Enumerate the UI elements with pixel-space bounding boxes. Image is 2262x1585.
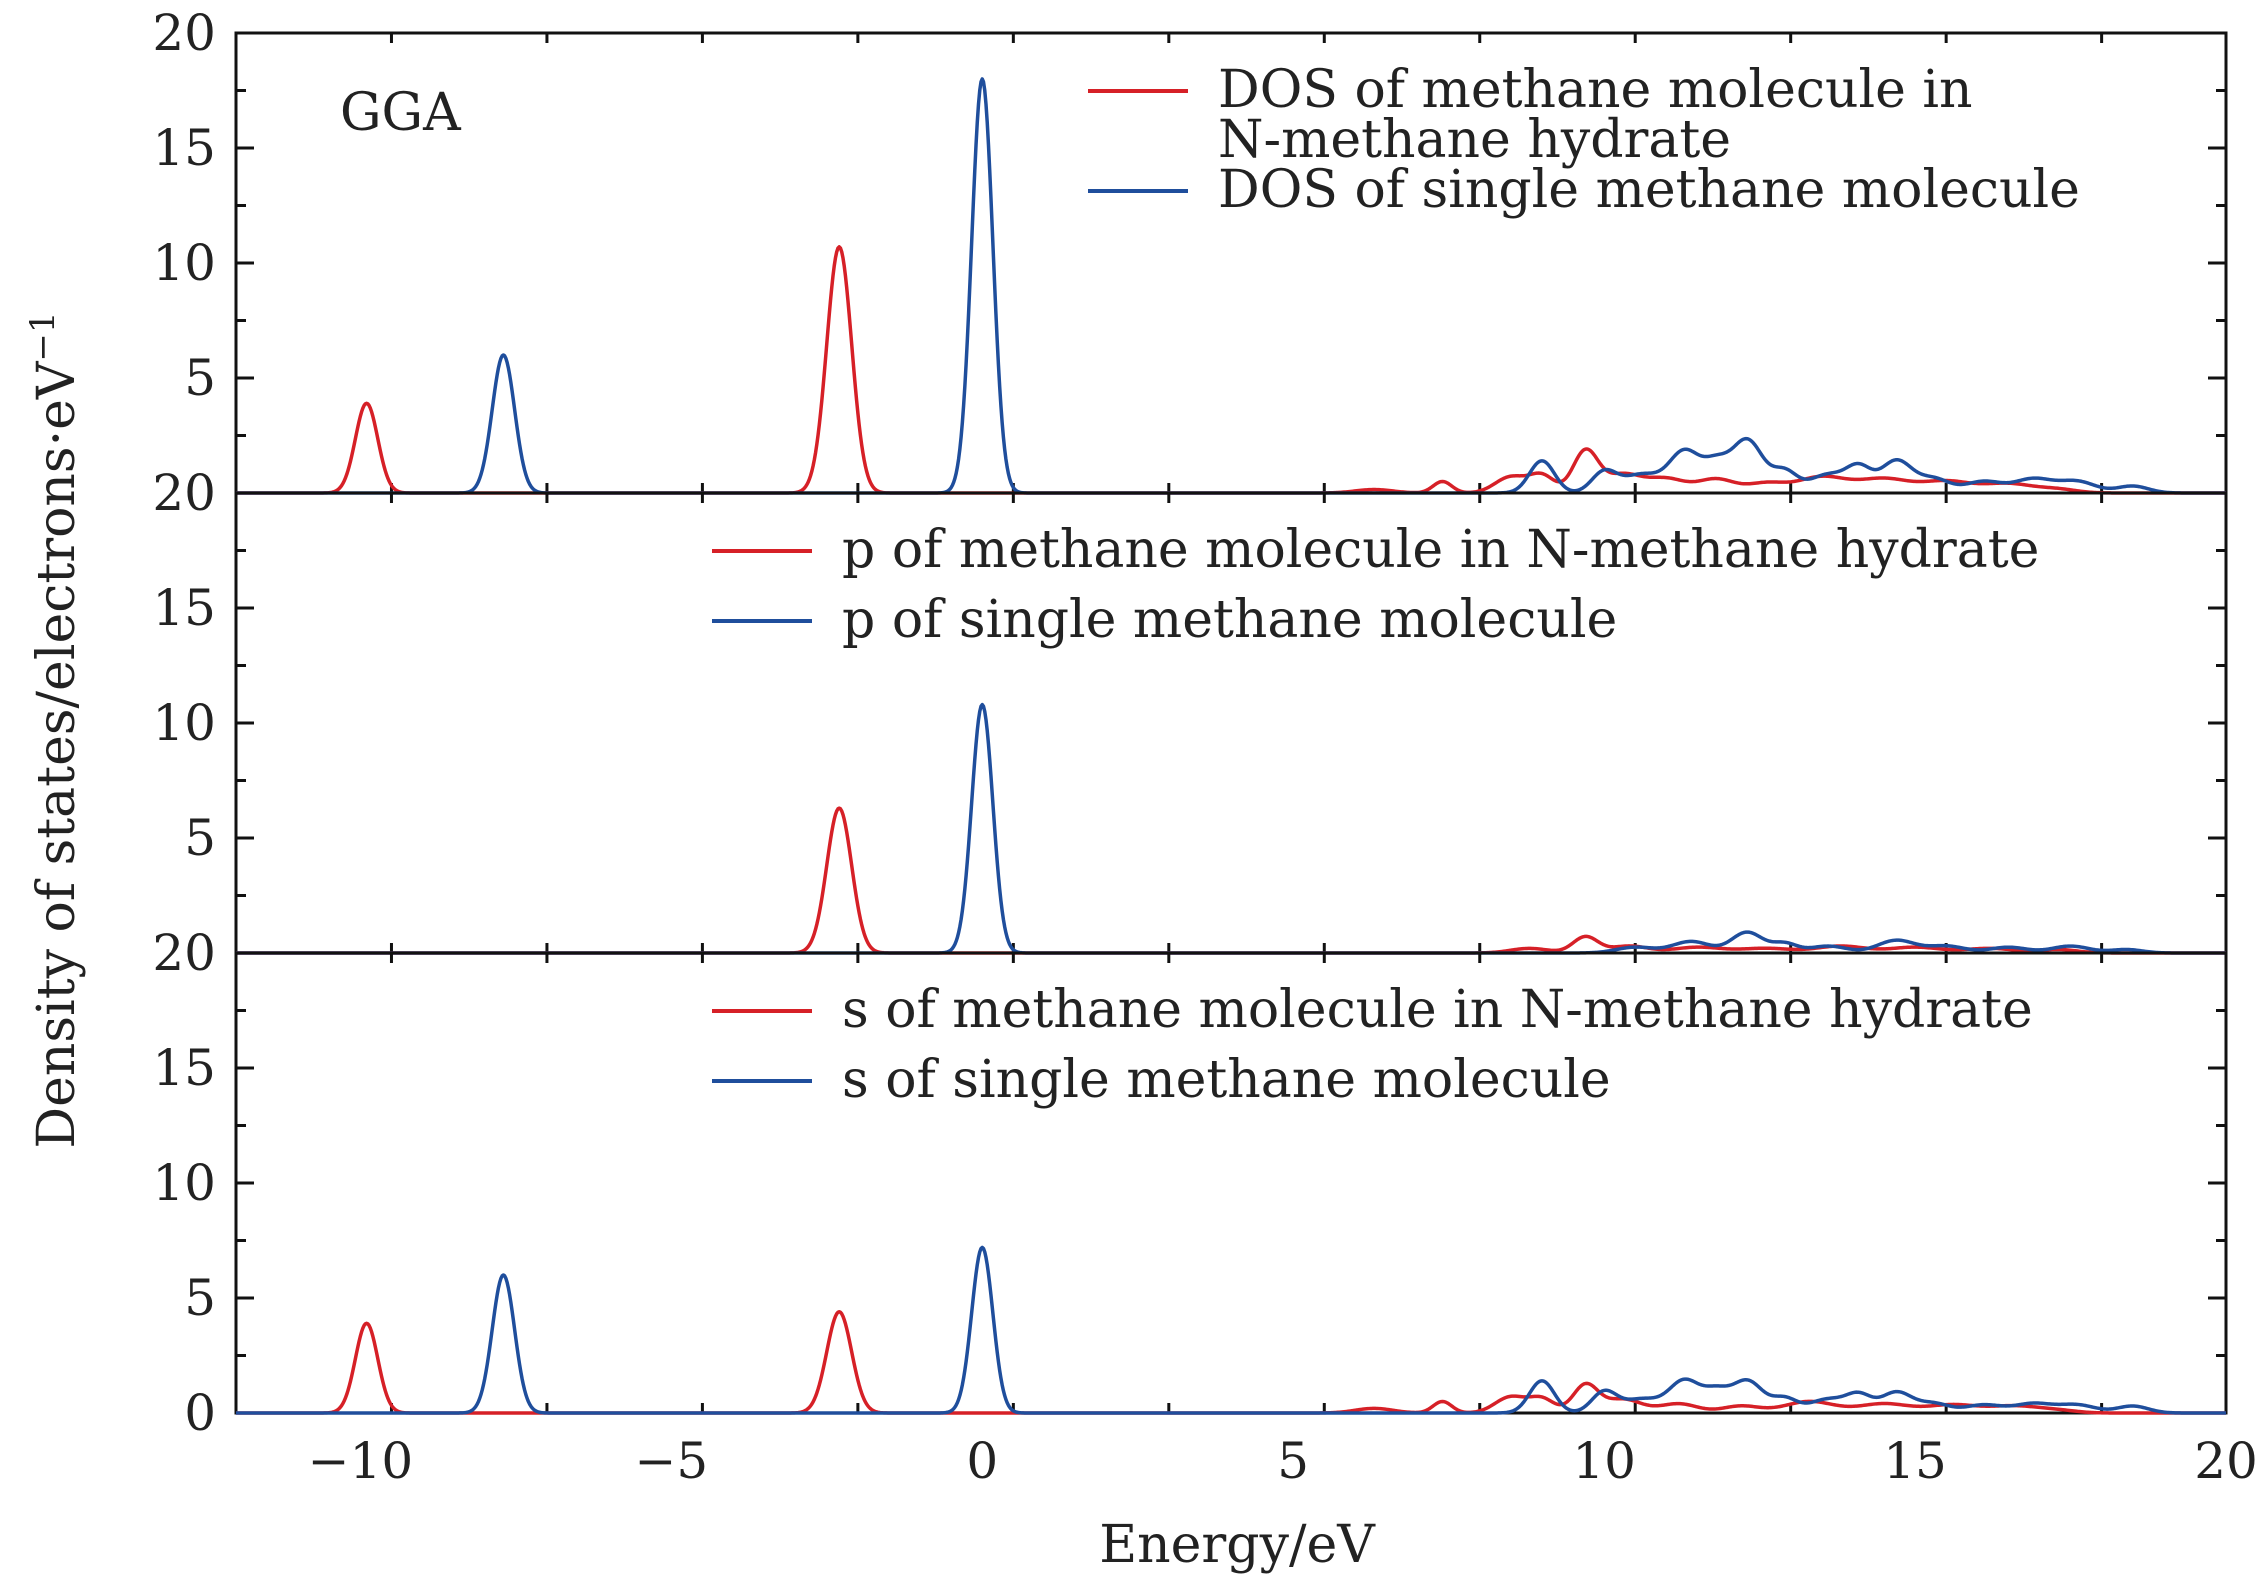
x-tick-label: 20 (2194, 1432, 2258, 1490)
series-line-hydrate (235, 1310, 2227, 1415)
y-tick-label: 5 (184, 809, 216, 867)
y-tick-label: 15 (152, 1039, 216, 1097)
y-tick-label: 20 (152, 464, 216, 522)
x-tick-label: 15 (1883, 1432, 1947, 1490)
y-tick-label: 15 (152, 119, 216, 177)
legend-label: s of single methane molecule (842, 1050, 1611, 1110)
y-tick-label: 20 (152, 4, 216, 62)
y-tick-label: 10 (152, 1154, 216, 1212)
x-tick-label: 10 (1572, 1432, 1636, 1490)
y-tick-label: 5 (184, 1269, 216, 1327)
panel-1: 5 10 15 20 DOS of methane molecule inN-metha… (152, 4, 2228, 495)
series-line-single (235, 702, 2227, 955)
x-axis-label: Energy/eV (1099, 1515, 1376, 1575)
y-axis-label-superscript: −1 (23, 311, 63, 361)
x-tick-labels: −10 −5 0 5 10 15 20 (308, 1432, 2258, 1490)
y-tick-label: 20 (152, 924, 216, 982)
y-axis-label: Density of states/electrons·eV−1 (23, 311, 87, 1148)
y-tick-label: 10 (152, 694, 216, 752)
panel-2: 5 10 15 20 p of methane molecule in N-methan… (152, 464, 2228, 955)
series-line-single (235, 1245, 2227, 1415)
y-tick-label: 0 (184, 1384, 216, 1442)
series-line-hydrate (235, 245, 2227, 495)
legend-label: s of methane molecule in N-methane hydra… (842, 980, 2033, 1040)
x-tick-label: −5 (634, 1432, 708, 1490)
panel-3: 0 5 10 15 20 s of methane molecule in N-metha… (152, 924, 2228, 1442)
legend-label: p of methane molecule in N-methane hydra… (842, 520, 2039, 580)
panel-annotation: GGA (340, 83, 462, 143)
y-tick-label: 10 (152, 234, 216, 292)
legend-label: p of single methane molecule (842, 590, 1617, 650)
x-tick-label: 0 (966, 1432, 998, 1490)
legend-label: DOS of single methane molecule (1218, 160, 2080, 220)
y-tick-label: 15 (152, 579, 216, 637)
series-line-hydrate (235, 806, 2227, 955)
x-tick-label: 5 (1277, 1432, 1309, 1490)
y-tick-label: 5 (184, 349, 216, 407)
legend-label: DOS of methane molecule in (1218, 60, 1973, 120)
x-tick-label: −10 (308, 1432, 414, 1490)
legend-label: N-methane hydrate (1218, 110, 1731, 170)
